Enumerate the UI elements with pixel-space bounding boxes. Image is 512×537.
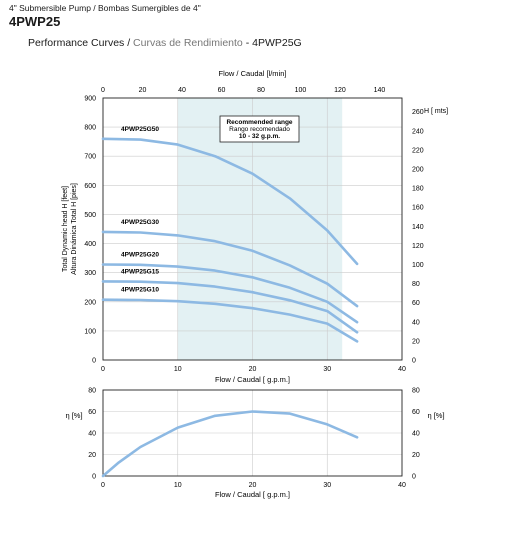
head-x-top-tick-label: 120 [334, 87, 346, 94]
head-y-right-tick-label: 120 [412, 243, 424, 250]
chart-title-en: Performance Curves / [28, 37, 131, 49]
head-y-tick-label: 400 [84, 241, 96, 248]
eff-x-axis-label: Flow / Caudal [ g.p.m.] [215, 490, 290, 499]
head-y-tick-label: 200 [84, 299, 96, 306]
head-x-tick-label: 40 [398, 366, 406, 373]
curve-label: 4PWP25G10 [121, 287, 159, 294]
eff-y-right-axis-label: η [%] [427, 411, 444, 420]
head-x-top-tick-label: 60 [218, 87, 226, 94]
head-y-tick-label: 500 [84, 212, 96, 219]
eff-y-right-tick-label: 20 [412, 452, 420, 459]
head-y-right-axis-label: H [ mts] [424, 108, 448, 115]
head-x-top-tick-label: 80 [257, 87, 265, 94]
page-subtitle: 4" Submersible Pump / Bombas Sumergibles… [9, 3, 201, 13]
head-y-right-tick-label: 140 [412, 224, 424, 231]
head-plot-frame [102, 97, 403, 361]
head-y-right-tick-label: 0 [412, 358, 416, 365]
chart-title-es: Curvas de Rendimiento [133, 37, 243, 49]
curve-label: 4PWP25G20 [121, 252, 159, 259]
efficiency-curve [101, 410, 359, 478]
chart-title: Performance Curves / Curvas de Rendimien… [28, 37, 302, 49]
model-title: 4PWP25 [9, 14, 61, 29]
eff-y-right-tick-label: 0 [412, 474, 416, 481]
chart-title-model: - 4PWP25G [245, 37, 302, 49]
head-y-tick-label: 900 [84, 96, 96, 103]
head-y-axis-label: Total Dynamic head H [feet] [62, 186, 69, 272]
eff-y-tick-label: 80 [88, 388, 96, 395]
curve-label: 4PWP25G15 [121, 268, 159, 275]
eff-y-right-tick-label: 80 [412, 388, 420, 395]
eff-y-right-tick-label: 40 [412, 431, 420, 438]
head-y-tick-label: 600 [84, 183, 96, 190]
head-y-right-tick-label: 60 [412, 300, 420, 307]
eff-y-tick-label: 20 [88, 452, 96, 459]
head-x-top-axis-label: Flow / Caudal [l/min] [219, 69, 287, 78]
eff-y-tick-label: 40 [88, 431, 96, 438]
eff-x-tick-label: 0 [101, 482, 105, 489]
head-x-top-tick-label: 140 [374, 87, 386, 94]
eff-x-tick-label: 10 [174, 482, 182, 489]
pump-curve-4pwp25g10 [101, 298, 359, 343]
head-x-tick-label: 10 [174, 366, 182, 373]
head-y-right-tick-label: 240 [412, 128, 424, 135]
head-x-top-tick-label: 40 [178, 87, 186, 94]
pump-curve-4pwp25g20 [101, 263, 359, 324]
head-y-tick-label: 800 [84, 125, 96, 132]
pump-curve-4pwp25g30 [101, 230, 359, 308]
head-y-right-tick-label: 200 [412, 166, 424, 173]
head-x-tick-label: 20 [249, 366, 257, 373]
head-y-tick-label: 700 [84, 154, 96, 161]
recommended-range-flow: 10 - 32 g.p.m. [239, 133, 280, 140]
curve-label: 4PWP25G30 [121, 219, 159, 226]
head-x-top-tick-label: 20 [139, 87, 147, 94]
eff-x-tick-label: 30 [323, 482, 331, 489]
curve-label: 4PWP25G50 [121, 126, 159, 133]
eff-x-tick-label: 20 [249, 482, 257, 489]
head-y-right-tick-label: 40 [412, 319, 420, 326]
head-x-axis-label: Flow / Caudal [ g.p.m.] [215, 375, 290, 384]
recommended-range-box [219, 115, 300, 143]
head-y-axis-label-es: Altura Dinámica Total H [pies] [71, 183, 78, 275]
head-x-tick-label: 30 [323, 366, 331, 373]
eff-y-right-tick-label: 60 [412, 409, 420, 416]
head-y-right-tick-label: 20 [412, 338, 420, 345]
head-y-right-tick-label: 180 [412, 186, 424, 193]
eff-plot-frame [102, 389, 403, 477]
pump-curve-4pwp25g15 [101, 280, 359, 334]
head-x-tick-label: 0 [101, 366, 105, 373]
head-x-top-tick-label: 0 [101, 87, 105, 94]
pump-curve-4pwp25g50 [101, 137, 359, 266]
recommended-range-label: Recommended range [226, 119, 292, 126]
eff-y-tick-label: 60 [88, 409, 96, 416]
eff-x-tick-label: 40 [398, 482, 406, 489]
eff-y-tick-label: 0 [92, 474, 96, 481]
head-y-right-tick-label: 260 [412, 109, 424, 116]
head-y-right-tick-label: 100 [412, 262, 424, 269]
eff-y-axis-label: η [%] [65, 411, 82, 420]
recommended-range-label-es: Rango recomendado [229, 126, 290, 133]
head-y-right-tick-label: 220 [412, 147, 424, 154]
head-y-right-tick-label: 80 [412, 281, 420, 288]
head-y-tick-label: 300 [84, 270, 96, 277]
head-y-right-tick-label: 160 [412, 205, 424, 212]
head-y-tick-label: 0 [92, 358, 96, 365]
head-y-tick-label: 100 [84, 328, 96, 335]
head-x-top-tick-label: 100 [295, 87, 307, 94]
